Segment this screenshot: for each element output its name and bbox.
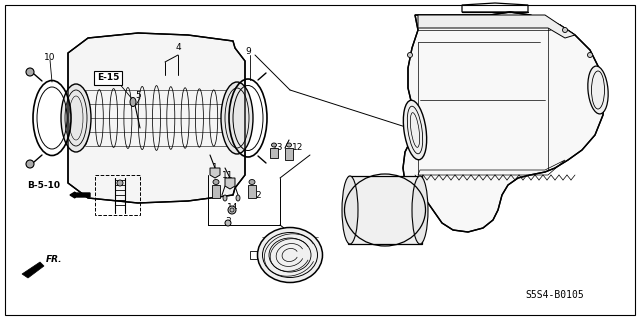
Polygon shape: [348, 176, 422, 244]
Polygon shape: [248, 185, 256, 198]
Text: 7: 7: [292, 251, 298, 260]
Ellipse shape: [26, 160, 34, 168]
Text: 6: 6: [385, 215, 391, 225]
Polygon shape: [210, 168, 220, 178]
Ellipse shape: [271, 143, 276, 147]
Text: 4: 4: [175, 44, 181, 52]
Ellipse shape: [223, 195, 227, 201]
FancyArrow shape: [70, 192, 90, 198]
Ellipse shape: [117, 180, 123, 186]
Ellipse shape: [257, 228, 323, 283]
Text: 14: 14: [227, 204, 239, 212]
Ellipse shape: [412, 176, 428, 244]
Ellipse shape: [26, 68, 34, 76]
Ellipse shape: [236, 195, 240, 201]
Polygon shape: [212, 185, 220, 198]
Ellipse shape: [287, 143, 291, 147]
Text: 8: 8: [212, 190, 218, 199]
Text: 9: 9: [245, 47, 251, 57]
Text: B-5-10: B-5-10: [27, 180, 60, 189]
Text: FR.: FR.: [46, 255, 63, 265]
Text: 5: 5: [135, 91, 141, 100]
Ellipse shape: [588, 52, 593, 58]
Ellipse shape: [130, 98, 136, 107]
Polygon shape: [22, 262, 44, 278]
Ellipse shape: [249, 180, 255, 185]
Polygon shape: [418, 15, 575, 38]
Polygon shape: [403, 12, 605, 232]
Text: 12: 12: [292, 143, 304, 153]
Text: 10: 10: [44, 52, 56, 61]
Ellipse shape: [221, 82, 253, 154]
Polygon shape: [270, 148, 278, 158]
Polygon shape: [225, 178, 235, 189]
Ellipse shape: [563, 28, 568, 33]
Text: 3: 3: [225, 218, 231, 227]
Ellipse shape: [61, 84, 91, 152]
Text: 2: 2: [255, 190, 261, 199]
Text: 11: 11: [222, 171, 234, 180]
Ellipse shape: [228, 206, 236, 214]
Text: 1: 1: [212, 164, 218, 172]
Polygon shape: [68, 33, 245, 203]
Polygon shape: [285, 148, 293, 160]
Ellipse shape: [408, 52, 413, 58]
Ellipse shape: [213, 180, 219, 185]
Ellipse shape: [225, 220, 231, 226]
Ellipse shape: [342, 176, 358, 244]
Text: S5S4-B0105: S5S4-B0105: [525, 290, 584, 300]
Text: E-15: E-15: [97, 74, 119, 83]
Text: 13: 13: [272, 143, 284, 153]
Ellipse shape: [588, 66, 608, 114]
Ellipse shape: [403, 100, 427, 160]
